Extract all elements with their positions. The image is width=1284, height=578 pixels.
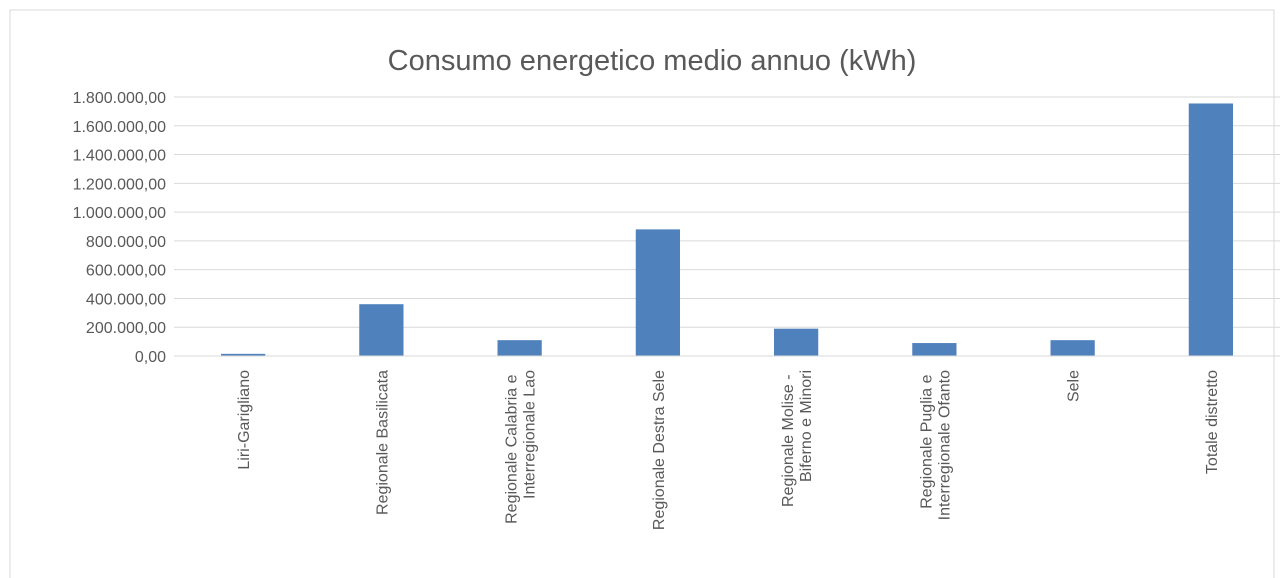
bar [221, 353, 266, 356]
y-tick-label: 1.800.000,00 [73, 90, 167, 107]
x-tick-label: Regionale Calabria e Interregionale Lao [504, 370, 539, 524]
x-tick-label: Regionale Basilicata [374, 370, 391, 515]
bar [1188, 103, 1233, 356]
bar [1050, 340, 1095, 356]
bar [774, 328, 819, 356]
y-tick-label: 1.200.000,00 [73, 176, 167, 193]
y-tick-label: 800.000,00 [86, 234, 166, 251]
chart-title: Consumo energetico medio annuo (kWh) [388, 45, 917, 77]
x-tick-label: Regionale Molise - Biferno e Minori [780, 370, 815, 507]
y-tick-label: 600.000,00 [86, 263, 166, 280]
x-tick-label: Regionale Destra Sele [651, 370, 668, 530]
y-tick-label: 1.600.000,00 [73, 119, 167, 136]
y-tick-label: 1.000.000,00 [73, 205, 167, 222]
y-tick-label: 0,00 [135, 349, 166, 366]
bar [497, 340, 542, 356]
bar [635, 229, 680, 356]
y-tick-label: 400.000,00 [86, 291, 166, 308]
x-tick-label: Totale distretto [1204, 370, 1221, 474]
x-tick-label: Sele [1066, 370, 1083, 402]
bar [912, 343, 957, 356]
bar [359, 304, 404, 356]
x-tick-label: Regionale Puglia e Interregionale Ofanto [918, 370, 953, 520]
y-tick-label: 200.000,00 [86, 320, 166, 337]
y-tick-label: 1.400.000,00 [73, 148, 167, 165]
x-tick-label: Liri-Garigliano [236, 370, 253, 470]
